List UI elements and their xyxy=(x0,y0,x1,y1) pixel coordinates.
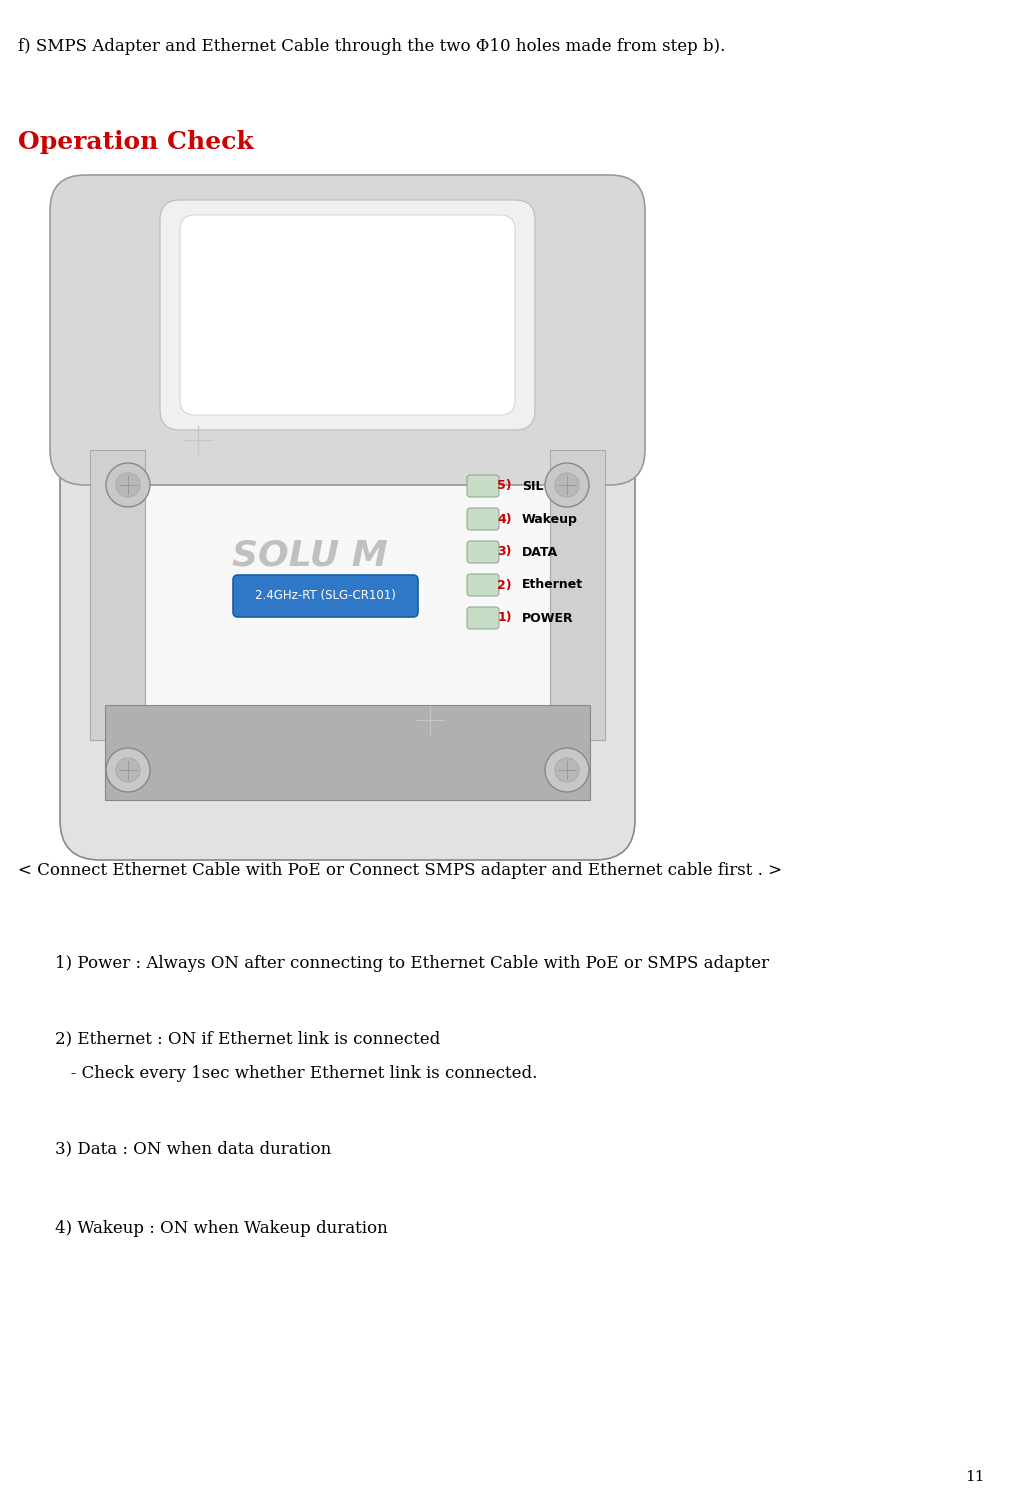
FancyBboxPatch shape xyxy=(467,508,499,531)
Text: 4) Wakeup : ON when Wakeup duration: 4) Wakeup : ON when Wakeup duration xyxy=(55,1220,388,1237)
Circle shape xyxy=(555,473,579,497)
Text: 2) Ethernet : ON if Ethernet link is connected: 2) Ethernet : ON if Ethernet link is con… xyxy=(55,1030,441,1048)
Text: 2.4GHz-RT (SLG-CR101): 2.4GHz-RT (SLG-CR101) xyxy=(254,589,395,603)
Text: 3): 3) xyxy=(497,546,512,559)
Circle shape xyxy=(106,463,150,507)
Text: Ethernet: Ethernet xyxy=(522,579,583,592)
Text: SOLU M: SOLU M xyxy=(232,538,388,573)
FancyBboxPatch shape xyxy=(120,271,575,800)
Circle shape xyxy=(545,748,589,792)
Circle shape xyxy=(555,758,579,782)
Text: 2): 2) xyxy=(497,579,512,592)
Text: 5): 5) xyxy=(497,479,512,493)
FancyBboxPatch shape xyxy=(467,541,499,564)
FancyBboxPatch shape xyxy=(233,576,418,618)
FancyBboxPatch shape xyxy=(50,174,645,485)
Text: Wakeup: Wakeup xyxy=(522,513,577,526)
Text: 3) Data : ON when data duration: 3) Data : ON when data duration xyxy=(55,1139,331,1157)
Circle shape xyxy=(115,758,140,782)
Bar xyxy=(105,705,590,800)
FancyBboxPatch shape xyxy=(467,475,499,497)
FancyBboxPatch shape xyxy=(60,180,635,860)
Text: SIL: SIL xyxy=(522,479,544,493)
FancyBboxPatch shape xyxy=(160,200,535,430)
Text: 4): 4) xyxy=(497,513,512,526)
Circle shape xyxy=(106,748,150,792)
Text: 1) Power : Always ON after connecting to Ethernet Cable with PoE or SMPS adapter: 1) Power : Always ON after connecting to… xyxy=(55,954,769,972)
Text: 11: 11 xyxy=(965,1470,985,1483)
Bar xyxy=(90,449,145,739)
Text: 1): 1) xyxy=(497,612,512,625)
Text: DATA: DATA xyxy=(522,546,558,559)
Text: - Check every 1sec whether Ethernet link is connected.: - Check every 1sec whether Ethernet link… xyxy=(55,1066,537,1082)
Text: < Connect Ethernet Cable with PoE or Connect SMPS adapter and Ethernet cable fir: < Connect Ethernet Cable with PoE or Con… xyxy=(18,863,782,879)
FancyBboxPatch shape xyxy=(467,607,499,628)
Circle shape xyxy=(545,463,589,507)
FancyBboxPatch shape xyxy=(180,215,515,415)
Text: f) SMPS Adapter and Ethernet Cable through the two Φ10 holes made from step b).: f) SMPS Adapter and Ethernet Cable throu… xyxy=(18,38,725,56)
Bar xyxy=(550,449,605,739)
Text: Operation Check: Operation Check xyxy=(18,129,253,153)
Text: POWER: POWER xyxy=(522,612,573,625)
Circle shape xyxy=(115,473,140,497)
FancyBboxPatch shape xyxy=(467,574,499,597)
